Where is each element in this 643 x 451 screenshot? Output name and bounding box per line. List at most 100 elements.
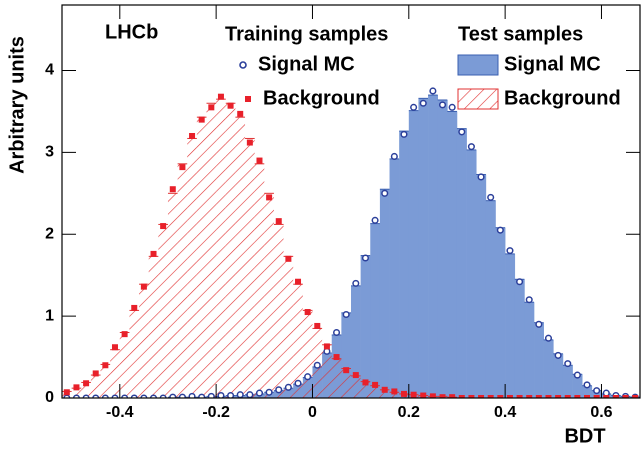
point xyxy=(92,370,99,377)
bar xyxy=(591,390,602,398)
bar xyxy=(139,284,149,398)
bar xyxy=(119,332,130,398)
bar xyxy=(100,364,111,398)
bar xyxy=(196,117,207,398)
bar xyxy=(129,310,140,398)
x-tick-label: 0.2 xyxy=(398,404,420,421)
point xyxy=(149,394,158,398)
bar xyxy=(148,256,159,398)
y-tick-label: 4 xyxy=(45,62,54,79)
point xyxy=(583,381,591,389)
point xyxy=(246,391,254,398)
point xyxy=(525,296,533,304)
point xyxy=(236,391,244,398)
legend-marker xyxy=(457,54,499,76)
point xyxy=(111,394,119,398)
point xyxy=(179,164,186,171)
bar xyxy=(582,385,593,398)
y-tick-label: 1 xyxy=(45,307,54,324)
bar xyxy=(553,353,564,398)
bar xyxy=(485,200,496,398)
point xyxy=(545,395,552,398)
bar xyxy=(524,302,535,398)
x-tick-label: -0.2 xyxy=(202,404,230,421)
point xyxy=(429,87,437,95)
bar xyxy=(351,375,361,398)
point xyxy=(101,394,109,398)
x-tick-label: -0.4 xyxy=(106,404,134,421)
point xyxy=(102,362,109,369)
point xyxy=(140,283,147,290)
y-tick-label: 2 xyxy=(45,225,54,242)
bar xyxy=(341,368,351,398)
y-axis-label: Arbitrary units xyxy=(6,36,28,174)
bar xyxy=(110,349,120,398)
point xyxy=(256,157,263,164)
point xyxy=(410,103,418,111)
point xyxy=(593,387,601,395)
point xyxy=(178,393,186,398)
point xyxy=(361,254,370,262)
legend-title: Test samples xyxy=(458,23,583,45)
point xyxy=(487,193,495,201)
point xyxy=(265,388,273,396)
point xyxy=(207,392,215,398)
point xyxy=(516,395,523,398)
point xyxy=(420,392,427,398)
bar xyxy=(562,365,573,398)
bar xyxy=(572,374,583,398)
point xyxy=(506,395,513,398)
point xyxy=(477,173,485,181)
point xyxy=(255,389,264,397)
x-tick-label: 0 xyxy=(308,404,317,421)
point xyxy=(622,395,629,398)
point xyxy=(130,394,138,398)
bar xyxy=(216,99,226,398)
point xyxy=(227,391,235,398)
point xyxy=(284,383,292,391)
point xyxy=(438,101,447,109)
bar xyxy=(235,117,246,398)
point xyxy=(574,395,581,398)
point xyxy=(266,194,273,201)
annotation: LHCb xyxy=(105,21,158,43)
bar xyxy=(158,224,168,398)
bar xyxy=(389,158,400,398)
point xyxy=(391,388,398,395)
bar xyxy=(302,310,313,398)
point xyxy=(593,395,600,398)
bar xyxy=(408,110,419,398)
bar xyxy=(389,392,400,398)
point xyxy=(150,250,157,257)
legend-marker xyxy=(245,96,251,102)
point xyxy=(140,394,148,398)
point xyxy=(554,351,562,359)
x-axis-label: BDT xyxy=(564,425,605,447)
bar xyxy=(456,128,467,398)
y-tick-label: 0 xyxy=(45,389,54,406)
bar xyxy=(379,389,390,398)
point xyxy=(535,395,542,398)
point xyxy=(497,395,504,398)
bar xyxy=(177,163,188,398)
legend-label: Background xyxy=(263,87,380,109)
point xyxy=(323,343,330,350)
point xyxy=(564,360,572,368)
point xyxy=(73,384,80,391)
point xyxy=(227,102,234,109)
point xyxy=(419,99,427,107)
bar xyxy=(187,138,197,398)
point xyxy=(439,394,446,398)
point xyxy=(294,379,302,387)
x-tick-label: 0.4 xyxy=(494,404,516,421)
point xyxy=(467,143,475,151)
point xyxy=(208,104,215,111)
bar xyxy=(360,381,371,398)
point xyxy=(544,334,553,342)
point xyxy=(487,395,494,398)
bar xyxy=(428,95,438,398)
point xyxy=(159,394,167,398)
point xyxy=(82,394,90,398)
point xyxy=(198,116,205,123)
